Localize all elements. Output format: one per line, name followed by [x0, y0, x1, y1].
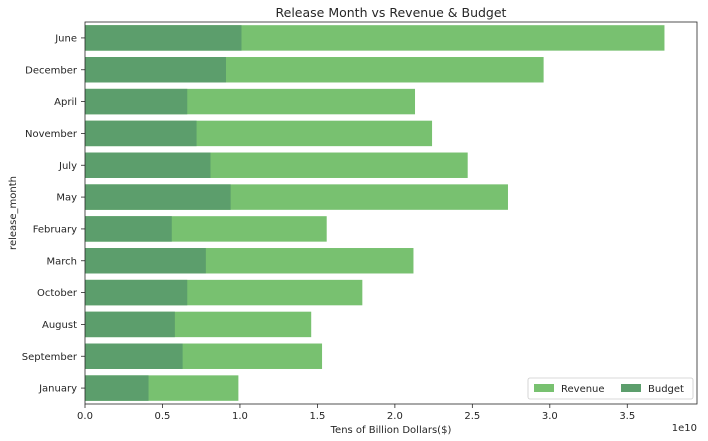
bar-budget-november	[85, 120, 197, 147]
bar-budget-may	[85, 184, 231, 210]
bar-budget-september	[85, 343, 183, 369]
y-tick-label-march: March	[47, 256, 77, 267]
plot-frame	[84, 21, 698, 405]
x-tick-labels: 0.0 0.5 1.0 1.5 2.0 2.5 3.0 3.5	[77, 404, 635, 422]
y-tick-label-november: November	[25, 129, 78, 140]
x-tick-label-0.0: 0.0	[77, 411, 93, 422]
legend-box	[527, 377, 694, 400]
x-tick-label-0.5: 0.5	[155, 411, 171, 422]
bar-budget-january	[85, 375, 149, 401]
x-offset-text: 1e10	[672, 423, 697, 434]
y-tick-label-september: September	[22, 352, 78, 363]
y-tick-label-december: December	[25, 65, 78, 76]
legend: Revenue Budget	[527, 377, 694, 400]
y-tick-label-july: July	[58, 161, 77, 172]
bar-budget-october	[85, 279, 188, 306]
y-tick-label-february: February	[33, 224, 77, 235]
x-axis-label: Tens of Billion Dollars($)	[330, 425, 452, 436]
y-tick-label-august: August	[42, 320, 77, 331]
y-tick-label-may: May	[56, 193, 77, 204]
bar-budget-march	[85, 248, 206, 274]
y-tick-label-january: January	[38, 384, 77, 395]
x-tick-label-1.0: 1.0	[232, 411, 248, 422]
bar-budget-december	[85, 57, 226, 83]
x-tick-label-3.5: 3.5	[619, 411, 635, 422]
y-tick-labels: June December April November July May February…	[22, 33, 85, 395]
x-tick-label-2.5: 2.5	[464, 411, 480, 422]
legend-swatch-budget	[621, 384, 641, 392]
x-tick-label-3.0: 3.0	[542, 411, 558, 422]
bar-budget-july	[85, 152, 211, 178]
legend-label-revenue: Revenue	[561, 384, 605, 395]
y-tick-label-june: June	[54, 33, 77, 44]
y-tick-label-october: October	[37, 288, 78, 299]
y-tick-label-april: April	[54, 97, 77, 108]
bar-budget-april	[85, 88, 188, 115]
legend-swatch-revenue	[534, 384, 554, 392]
bar-budget-august	[85, 311, 175, 338]
bars-group	[85, 25, 665, 401]
chart-title: Release Month vs Revenue & Budget	[276, 5, 507, 20]
x-tick-label-1.5: 1.5	[309, 411, 325, 422]
bar-budget-february	[85, 216, 172, 242]
bar-budget-june	[85, 25, 242, 51]
x-tick-label-2.0: 2.0	[387, 411, 403, 422]
legend-label-budget: Budget	[648, 384, 684, 395]
y-axis-label: release_month	[8, 176, 19, 250]
